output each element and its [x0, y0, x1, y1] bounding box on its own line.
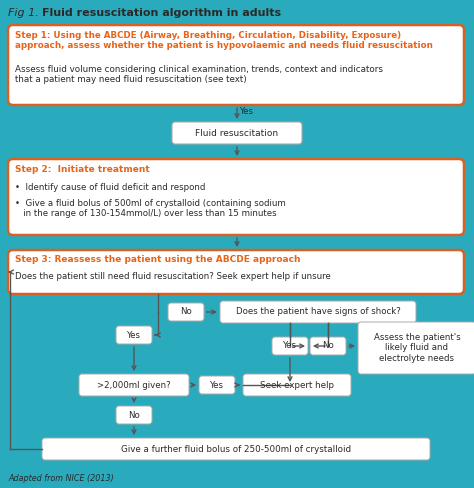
Text: Step 2:  Initiate treatment: Step 2: Initiate treatment [15, 165, 150, 174]
FancyBboxPatch shape [8, 159, 464, 235]
FancyBboxPatch shape [310, 337, 346, 355]
Text: >2,000ml given?: >2,000ml given? [97, 381, 171, 389]
Text: Does the patient have signs of shock?: Does the patient have signs of shock? [236, 307, 401, 317]
FancyBboxPatch shape [243, 374, 351, 396]
Text: •  Identify cause of fluid deficit and respond: • Identify cause of fluid deficit and re… [15, 183, 205, 192]
FancyBboxPatch shape [79, 374, 189, 396]
Text: Assess the patient's
likely fluid and
electrolyte needs: Assess the patient's likely fluid and el… [374, 333, 460, 363]
FancyBboxPatch shape [116, 406, 152, 424]
FancyBboxPatch shape [116, 326, 152, 344]
Text: Yes: Yes [283, 342, 297, 350]
FancyBboxPatch shape [199, 376, 235, 394]
Text: •  Give a fluid bolus of 500ml of crystalloid (containing sodium
   in the range: • Give a fluid bolus of 500ml of crystal… [15, 199, 286, 219]
FancyBboxPatch shape [272, 337, 308, 355]
Text: No: No [322, 342, 334, 350]
Text: Fluid resuscitation: Fluid resuscitation [195, 128, 279, 138]
Text: Yes: Yes [240, 107, 254, 117]
FancyBboxPatch shape [220, 301, 416, 323]
FancyBboxPatch shape [172, 122, 302, 144]
Text: Yes: Yes [127, 330, 141, 340]
FancyBboxPatch shape [42, 438, 430, 460]
FancyBboxPatch shape [8, 25, 464, 105]
Text: Fluid resuscitation algorithm in adults: Fluid resuscitation algorithm in adults [42, 8, 281, 18]
Text: Yes: Yes [210, 381, 224, 389]
Text: Step 3: Reassess the patient using the ABCDE approach: Step 3: Reassess the patient using the A… [15, 255, 301, 264]
FancyBboxPatch shape [168, 303, 204, 321]
FancyBboxPatch shape [8, 250, 464, 294]
Text: Seek expert help: Seek expert help [260, 381, 334, 389]
Text: Fig 1.: Fig 1. [8, 8, 42, 18]
FancyBboxPatch shape [358, 322, 474, 374]
Text: Adapted from NICE (2013): Adapted from NICE (2013) [8, 474, 114, 483]
Text: Does the patient still need fluid resuscitation? Seek expert help if unsure: Does the patient still need fluid resusc… [15, 272, 331, 281]
Text: Step 1: Using the ABCDE (Airway, Breathing, Circulation, Disability, Exposure)
a: Step 1: Using the ABCDE (Airway, Breathi… [15, 31, 433, 50]
Text: Give a further fluid bolus of 250-500ml of crystalloid: Give a further fluid bolus of 250-500ml … [121, 445, 351, 453]
Text: No: No [128, 410, 140, 420]
Text: No: No [180, 307, 192, 317]
Text: Assess fluid volume considering clinical examination, trends, context and indica: Assess fluid volume considering clinical… [15, 65, 383, 84]
